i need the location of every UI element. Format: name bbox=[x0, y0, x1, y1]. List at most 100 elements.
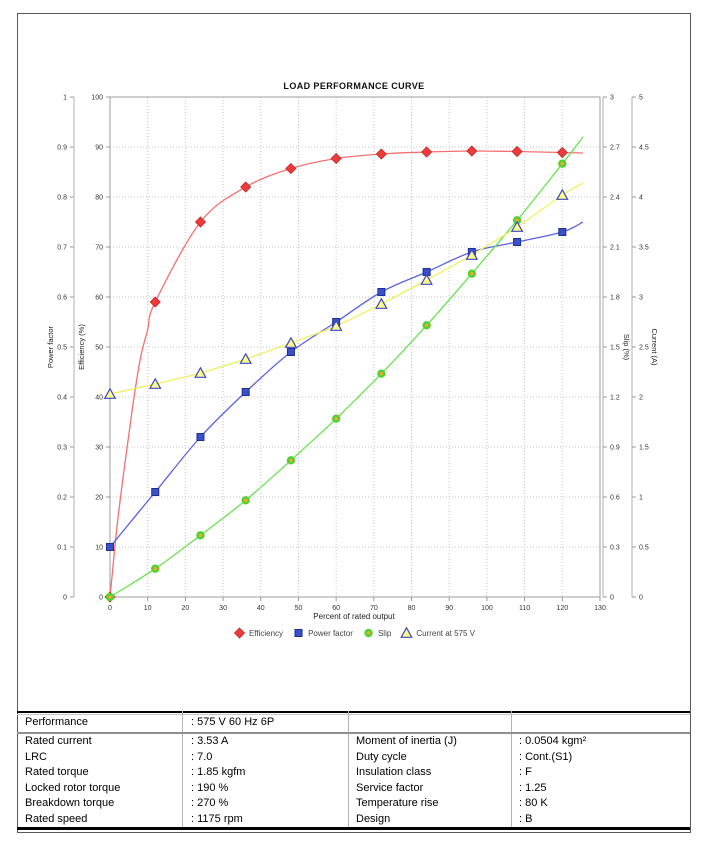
table-rows: Rated current : 3.53 A Moment of inertia… bbox=[17, 734, 690, 828]
axis-title: Power factor bbox=[46, 325, 55, 368]
tick-label: 90 bbox=[95, 145, 103, 152]
tick-label: 2.1 bbox=[610, 245, 620, 252]
axis-x: 0 10 20 30 40 50 60 70 80 90 100 110 120 130 Percent o… bbox=[108, 597, 606, 621]
legend-label: Power factor bbox=[308, 628, 353, 638]
tick-label: 0.1 bbox=[57, 545, 67, 552]
row-label: Rated torque bbox=[25, 766, 89, 779]
tick-label: 120 bbox=[556, 605, 568, 612]
legend-label: Efficiency bbox=[248, 628, 284, 638]
tick-label: 0 bbox=[63, 595, 67, 602]
row-value: : 270 % bbox=[191, 797, 229, 810]
axis-slip: 0 0.3 0.6 0.9 1.2 1.5 1.8 2.1 2.4 2.7 3 Slip (%) bbox=[602, 95, 631, 602]
tick-label: 40 bbox=[95, 395, 103, 402]
power-factor-square-marker-icon bbox=[294, 629, 303, 637]
axis-title: Current (A) bbox=[650, 328, 659, 366]
tick-label: 0.9 bbox=[57, 145, 67, 152]
tick-label: 30 bbox=[219, 605, 227, 612]
tick-label: 80 bbox=[95, 195, 103, 202]
row-label: Locked rotor torque bbox=[25, 781, 121, 794]
performance-value: : 575 V 60 Hz 6P bbox=[191, 716, 275, 728]
legend-item-current-at-575-v: Current at 575 V bbox=[400, 627, 475, 639]
legend-item-efficiency: Efficiency bbox=[233, 627, 283, 639]
current-at-575-v-markers bbox=[103, 188, 569, 399]
tick-label: 1.5 bbox=[610, 345, 620, 352]
tick-label: 0 bbox=[639, 595, 643, 602]
tick-label: 0.8 bbox=[57, 195, 67, 202]
row-value: : 1.85 kgfm bbox=[191, 766, 246, 779]
plot-border bbox=[109, 96, 601, 598]
table-divider-3 bbox=[511, 711, 512, 828]
tick-label: 0.2 bbox=[57, 495, 67, 502]
tick-label: 70 bbox=[370, 605, 378, 612]
tick-label: 0.6 bbox=[57, 295, 67, 302]
row-label: Rated current bbox=[25, 735, 92, 747]
table-row: Breakdown torque : 270 % Temperature ris… bbox=[17, 796, 690, 812]
tick-label: 1 bbox=[63, 95, 67, 102]
table-divider-2 bbox=[348, 711, 349, 828]
tick-label: 0 bbox=[99, 595, 103, 602]
axis-efficiency: 0 10 20 30 40 50 60 70 80 90 100 Efficiency (%) bbox=[77, 95, 110, 602]
tick-label: 3 bbox=[639, 295, 643, 302]
tick-label: 100 bbox=[481, 605, 493, 612]
tick-label: 20 bbox=[95, 495, 103, 502]
table-divider-1 bbox=[182, 711, 183, 828]
axis-power-factor: 0 0.1 0.2 0.3 0.4 0.5 0.6 0.7 0.8 0.9 1 Power facto… bbox=[46, 95, 75, 602]
row-label: Duty cycle bbox=[356, 750, 407, 763]
row-label: LRC bbox=[25, 750, 48, 763]
axis-title: Efficiency (%) bbox=[77, 324, 86, 370]
current-at-575-v-triangle-marker-icon bbox=[400, 627, 414, 638]
row-value: : 1175 rpm bbox=[191, 812, 243, 825]
tick-label: 0.9 bbox=[610, 445, 620, 452]
tick-label: 90 bbox=[445, 605, 453, 612]
legend-label: Slip bbox=[377, 628, 392, 638]
row-value: : 190 % bbox=[191, 781, 229, 794]
slip-circle-marker-icon bbox=[364, 628, 373, 638]
table-row: Rated current : 3.53 A Moment of inertia… bbox=[17, 734, 690, 750]
axis-current: 0 0.5 1 1.5 2 2.5 3 3.5 4 4.5 5 Current (A) bbox=[631, 95, 659, 602]
row-value: : F bbox=[519, 766, 532, 779]
tick-label: 2.5 bbox=[639, 345, 649, 352]
tick-label: 2.4 bbox=[610, 195, 620, 202]
axis-title: Slip (%) bbox=[622, 334, 631, 361]
legend-item-slip: Slip bbox=[362, 627, 391, 639]
tick-label: 0.7 bbox=[57, 245, 67, 252]
load-performance-chart: LOAD PERFORMANCE CURVE 0 0.1 0.2 0.3 0.4 0.5 0.… bbox=[46, 81, 659, 621]
tick-label: 10 bbox=[144, 605, 152, 612]
spec-table: Performance : 575 V 60 Hz 6P Rated curre… bbox=[17, 711, 690, 831]
legend-label: Current at 575 V bbox=[416, 628, 476, 638]
row-label: Moment of inertia (J) bbox=[356, 735, 457, 747]
tick-label: 30 bbox=[95, 445, 103, 452]
row-label: Breakdown torque bbox=[25, 797, 115, 810]
table-border-bottom bbox=[17, 827, 690, 830]
gridlines bbox=[110, 97, 600, 597]
page-border bbox=[17, 13, 691, 833]
tick-label: 0.6 bbox=[610, 495, 620, 502]
tick-label: 0.3 bbox=[57, 445, 67, 452]
tick-label: 0.5 bbox=[639, 545, 649, 552]
row-label: Temperature rise bbox=[356, 797, 439, 810]
slip-markers bbox=[105, 159, 567, 602]
row-label: Insulation class bbox=[356, 766, 432, 779]
tick-label: 0.3 bbox=[610, 545, 620, 552]
tick-label: 20 bbox=[181, 605, 189, 612]
tick-label: 70 bbox=[95, 245, 103, 252]
tick-label: 60 bbox=[332, 605, 340, 612]
table-border-top-thin bbox=[17, 714, 690, 715]
tick-label: 3 bbox=[610, 95, 614, 102]
current-at-575-v-curve bbox=[109, 182, 584, 395]
row-label: Rated speed bbox=[25, 812, 88, 825]
row-value: : Cont.(S1) bbox=[519, 750, 573, 763]
tick-label: 1.2 bbox=[610, 395, 620, 402]
table-row: Rated speed : 1175 rpm Design : B bbox=[17, 812, 690, 828]
table-border-top bbox=[17, 711, 690, 713]
tick-label: 2.7 bbox=[610, 145, 620, 152]
tick-label: 0 bbox=[108, 605, 112, 612]
row-label: Design bbox=[356, 812, 391, 825]
tick-label: 3.5 bbox=[639, 245, 649, 252]
tick-label: 40 bbox=[257, 605, 265, 612]
tick-label: 1.8 bbox=[610, 295, 620, 302]
tick-label: 5 bbox=[639, 95, 643, 102]
slip-curve bbox=[109, 136, 584, 598]
table-row: LRC : 7.0 Duty cycle : Cont.(S1) bbox=[17, 750, 690, 766]
